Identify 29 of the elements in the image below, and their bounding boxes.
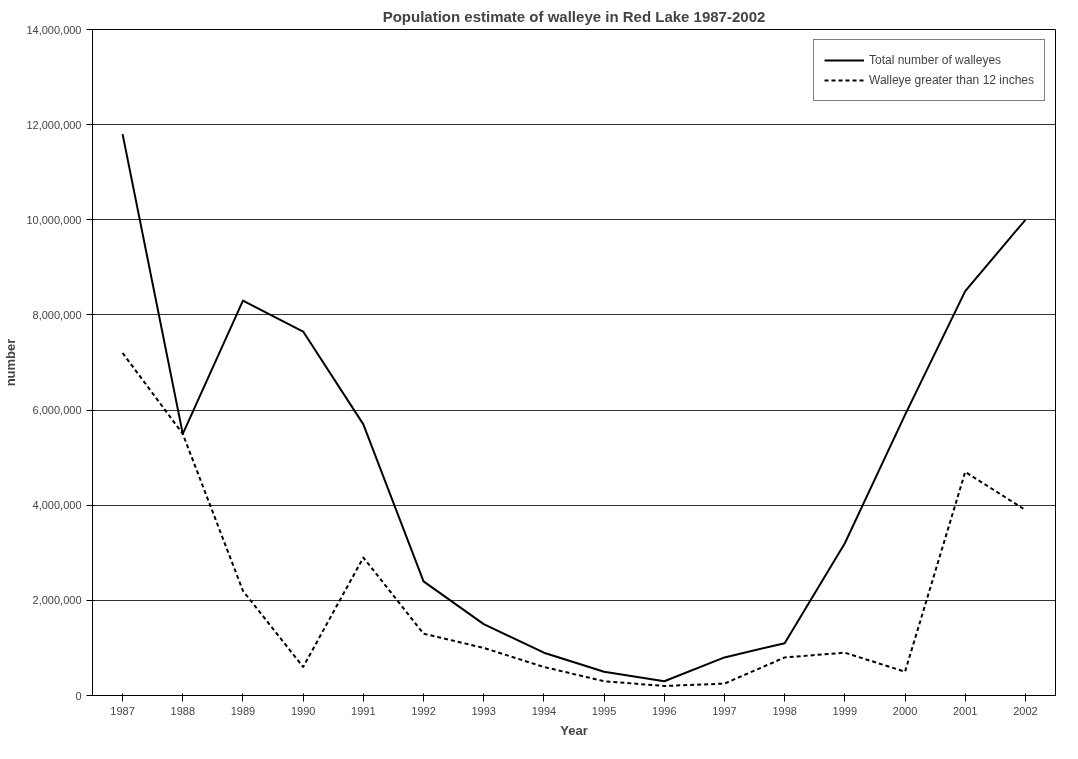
y-tick-label: 0 [75, 689, 82, 702]
x-tick-label: 1996 [652, 704, 677, 717]
legend-label: Total number of walleyes [869, 53, 1002, 67]
x-tick-label: 2000 [892, 704, 918, 717]
y-tick-label: 14,000,000 [26, 23, 82, 36]
x-tick-label: 1988 [170, 704, 196, 717]
x-tick-label: 1991 [351, 704, 376, 717]
x-tick-label: 1994 [531, 704, 557, 717]
x-tick-label: 1993 [471, 704, 496, 717]
x-tick-label: 1987 [110, 704, 135, 717]
y-tick-label: 10,000,000 [26, 213, 82, 226]
x-tick-label: 1992 [411, 704, 436, 717]
y-tick-label: 2,000,000 [32, 594, 82, 607]
x-tick-label: 1998 [772, 704, 797, 717]
x-tick-label: 1989 [230, 704, 256, 717]
x-tick-label: 1999 [832, 704, 858, 717]
x-tick-label: 2002 [1013, 704, 1038, 717]
chart-title: Population estimate of walleye in Red Lake 1987-2002 [382, 7, 766, 25]
y-axis-title: number [3, 338, 19, 387]
x-tick-label: 1990 [290, 704, 316, 717]
x-tick-label: 2001 [952, 704, 978, 717]
x-tick-label: 1997 [712, 704, 737, 717]
x-axis-title: Year [560, 722, 588, 738]
y-tick-label: 12,000,000 [26, 118, 82, 131]
y-tick-label: 4,000,000 [32, 499, 82, 512]
legend-label: Walleye greater than 12 inches [869, 73, 1034, 87]
y-tick-label: 6,000,000 [32, 404, 82, 417]
x-tick-label: 1995 [591, 704, 617, 717]
y-tick-label: 8,000,000 [32, 308, 82, 321]
